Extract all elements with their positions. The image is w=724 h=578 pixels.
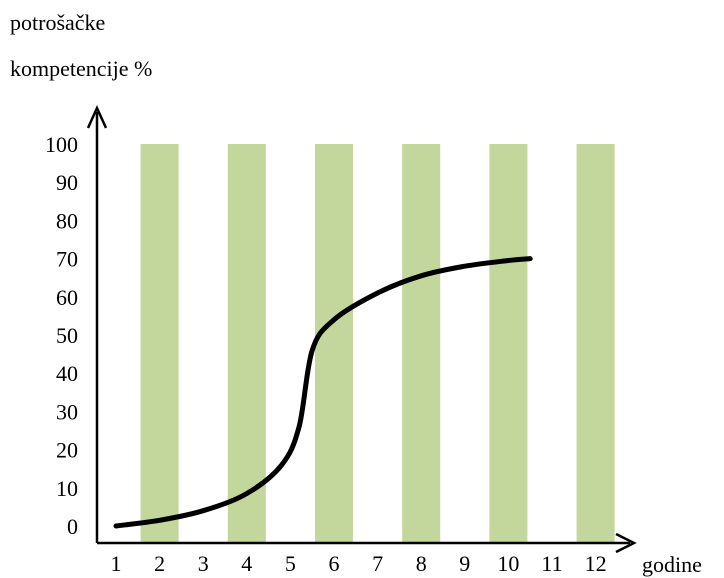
series-line-0 — [113, 256, 533, 529]
x-tick-label-7: 7 — [372, 551, 383, 576]
bar-10 — [489, 144, 528, 543]
y-tick-label-0: 0 — [67, 514, 78, 539]
bar-12 — [576, 144, 615, 543]
bar-8 — [402, 144, 441, 543]
bar-6 — [315, 144, 353, 543]
x-axis-arrow — [615, 532, 637, 554]
bar-2 — [140, 144, 179, 543]
x-tick-label-8: 8 — [416, 551, 427, 576]
y-tick-label-30: 30 — [56, 399, 78, 424]
x-axis-label: godine — [642, 552, 702, 577]
x-tick-label-10: 10 — [497, 551, 519, 576]
y-axis-label-line-1: potrošačke — [10, 10, 106, 35]
x-tick-label-6: 6 — [329, 551, 340, 576]
x-tick-label-12: 12 — [585, 551, 607, 576]
x-tick-label-9: 9 — [459, 551, 470, 576]
y-tick-label-40: 40 — [56, 361, 78, 386]
bar-4 — [227, 144, 266, 543]
y-axis-label-line-2: kompetencije % — [10, 56, 153, 81]
y-tick-label-90: 90 — [56, 170, 78, 195]
y-tick-label-10: 10 — [56, 476, 78, 501]
y-tick-label-60: 60 — [56, 285, 78, 310]
y-tick-label-80: 80 — [56, 208, 78, 233]
y-tick-label-70: 70 — [56, 247, 78, 272]
y-tick-label-50: 50 — [56, 323, 78, 348]
x-tick-label-1: 1 — [111, 551, 122, 576]
y-tick-label-20: 20 — [56, 438, 78, 463]
x-tick-label-3: 3 — [198, 551, 209, 576]
x-tick-label-4: 4 — [241, 551, 252, 576]
x-tick-label-5: 5 — [285, 551, 296, 576]
x-tick-label-2: 2 — [154, 551, 165, 576]
y-tick-label-100: 100 — [45, 132, 78, 157]
x-tick-label-11: 11 — [541, 551, 562, 576]
y-axis-arrow — [86, 104, 108, 129]
